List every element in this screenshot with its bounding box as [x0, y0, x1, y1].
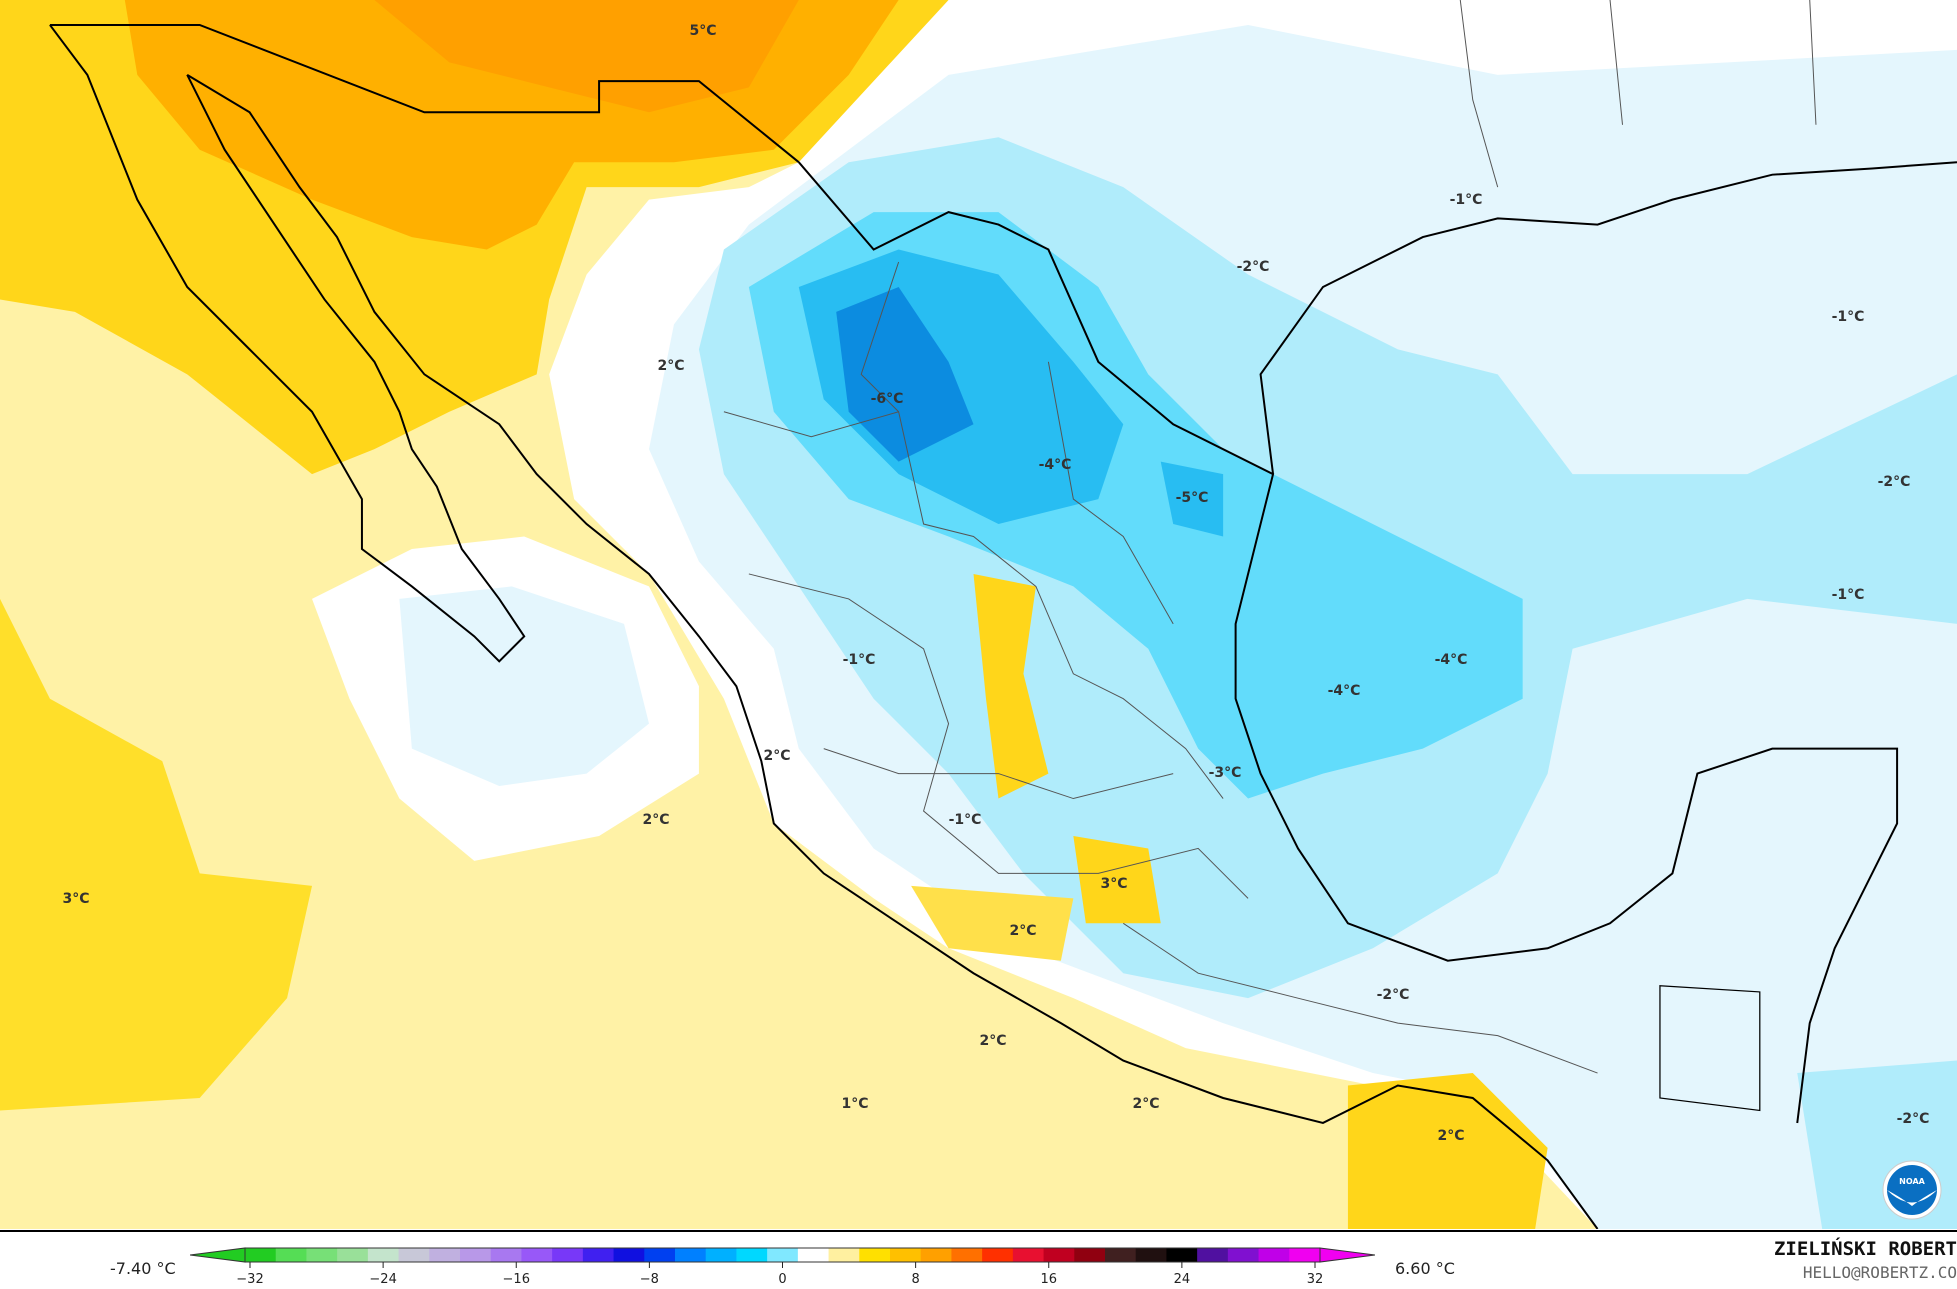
- colorbar-segment: [1135, 1248, 1167, 1262]
- colorbar-tick-label: −16: [502, 1272, 530, 1287]
- max-value-label: 6.60 °C: [1395, 1259, 1455, 1278]
- author-credit: ZIELIŃSKI ROBERT: [1773, 1238, 1957, 1260]
- colorbar-segment: [306, 1248, 338, 1262]
- colorbar-segment: [705, 1248, 737, 1262]
- colorbar-segment: [797, 1248, 830, 1262]
- map-label: -5°C: [1175, 490, 1209, 506]
- map-label: -3°C: [1208, 765, 1242, 781]
- anomaly-fill: [0, 0, 1957, 1229]
- map-label: -4°C: [1327, 683, 1361, 699]
- map-label: 5°C: [689, 23, 717, 39]
- colorbar-tick-label: 8: [911, 1272, 920, 1287]
- colorbar-segment: [736, 1248, 768, 1262]
- colorbar-segment: [1105, 1248, 1137, 1262]
- colorbar-segment: [982, 1248, 1014, 1262]
- colorbar-segment: [337, 1248, 369, 1262]
- min-value-label: -7.40 °C: [110, 1259, 176, 1278]
- colorbar-min-arrow: [190, 1247, 246, 1263]
- map-label: 3°C: [62, 891, 90, 907]
- map-label: -4°C: [1038, 457, 1072, 473]
- colorbar-tick-label: −8: [639, 1272, 659, 1287]
- colorbar-segment: [460, 1248, 492, 1262]
- colorbar-segment: [890, 1248, 922, 1262]
- legend-footer: -7.40 °C −32 −24 −16 −8 0 8 16 24 32 6.60 °C ZIE…: [0, 1230, 1957, 1289]
- map-label: -1°C: [842, 652, 876, 668]
- map-label: 2°C: [657, 358, 685, 374]
- map-label: 2°C: [1009, 923, 1037, 939]
- colorbar-segment: [521, 1248, 553, 1262]
- map-label: 2°C: [979, 1033, 1007, 1049]
- colorbar-tick-label: 16: [1040, 1272, 1058, 1287]
- colorbar-segment: [767, 1248, 799, 1262]
- colorbar-tick-label: −32: [236, 1272, 264, 1287]
- colorbar-segment: [859, 1248, 891, 1262]
- colorbar-segment: [429, 1248, 461, 1262]
- colorbar-segment: [828, 1248, 860, 1262]
- coastlines-borders: [49, 0, 1957, 1229]
- colorbar-segment: [367, 1248, 400, 1262]
- colorbar-segment: [644, 1248, 676, 1262]
- colorbar-segment: [613, 1248, 645, 1262]
- colorbar-segment: [1043, 1248, 1075, 1262]
- map-label: -1°C: [1831, 309, 1865, 325]
- map-label: 3°C: [1100, 876, 1128, 892]
- map-label: -2°C: [1896, 1111, 1930, 1127]
- colorbar-max-arrow: [1319, 1247, 1375, 1263]
- colorbar-tick-label: −24: [369, 1272, 397, 1287]
- colorbar-segment: [245, 1248, 277, 1262]
- colorbar-segment: [1197, 1248, 1229, 1262]
- colorbar: [190, 1247, 1375, 1268]
- state-borders: [723, 261, 1598, 1074]
- colorbar-segment: [1227, 1248, 1260, 1262]
- colorbar-segment: [490, 1248, 522, 1262]
- colorbar-segment: [552, 1248, 584, 1262]
- colorbar-segment: [1166, 1248, 1198, 1262]
- colorbar-segment: [1258, 1248, 1290, 1262]
- map-label: -1°C: [1831, 587, 1865, 603]
- colorbar-tick-label: 32: [1306, 1272, 1324, 1287]
- colorbar-segment: [398, 1248, 430, 1262]
- temperature-anomaly-map: [0, 0, 1957, 1229]
- colorbar-segment: [1289, 1248, 1321, 1262]
- colorbar-segment: [275, 1248, 307, 1262]
- map-label: 2°C: [1437, 1128, 1465, 1144]
- colorbar-tick-label: 24: [1173, 1272, 1191, 1287]
- map-label: -2°C: [1376, 987, 1410, 1003]
- colorbar-tick-label: 0: [778, 1272, 787, 1287]
- map-label: 2°C: [763, 748, 791, 764]
- map-label: -2°C: [1877, 474, 1911, 490]
- map-label: -6°C: [870, 391, 904, 407]
- map-label: -2°C: [1236, 259, 1270, 275]
- author-email: HELLO@ROBERTZ.CO: [1802, 1263, 1957, 1282]
- map-label: 2°C: [1132, 1096, 1160, 1112]
- map-label: -4°C: [1434, 652, 1468, 668]
- colorbar-segment: [920, 1248, 952, 1262]
- colorbar-segment: [951, 1248, 983, 1262]
- map-label: -1°C: [1449, 192, 1483, 208]
- colorbar-segment: [1074, 1248, 1106, 1262]
- svg-text:NOAA: NOAA: [1899, 1177, 1925, 1186]
- colorbar-segment: [1012, 1248, 1045, 1262]
- noaa-logo: NOAA: [1882, 1160, 1942, 1220]
- map-label: 1°C: [841, 1096, 869, 1112]
- map-label: -1°C: [948, 812, 982, 828]
- map-label: 2°C: [642, 812, 670, 828]
- colorbar-segment: [675, 1248, 707, 1262]
- colorbar-segment: [582, 1248, 615, 1262]
